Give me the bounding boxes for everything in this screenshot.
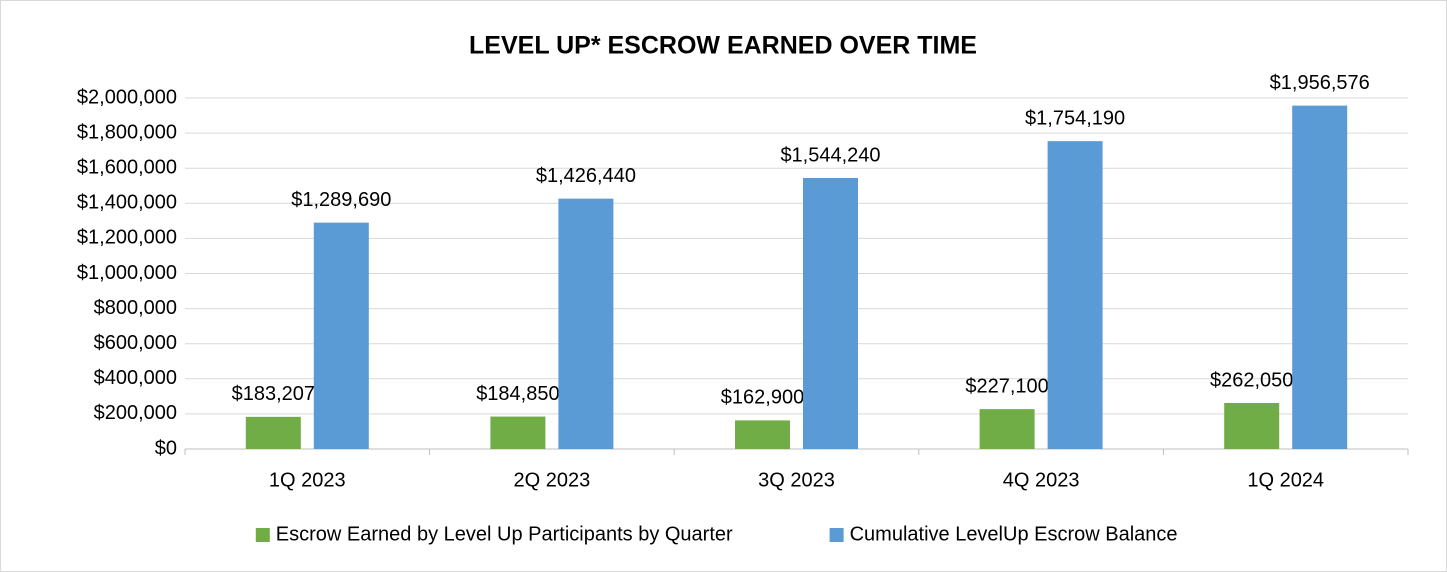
data-label: $227,100 <box>965 375 1048 397</box>
bar <box>245 416 301 449</box>
data-label: $1,544,240 <box>780 144 880 166</box>
y-tick-label: $1,400,000 <box>77 192 177 214</box>
y-tick-label: $800,000 <box>94 297 177 319</box>
y-tick-label: $400,000 <box>94 367 177 389</box>
data-label: $183,207 <box>232 383 315 405</box>
x-tick-label: 4Q 2023 <box>1003 469 1080 491</box>
legend-swatch <box>829 528 844 542</box>
bar <box>490 416 546 449</box>
data-label: $1,426,440 <box>536 165 636 187</box>
data-label: $1,956,576 <box>1270 72 1370 94</box>
x-tick-label: 1Q 2023 <box>269 469 346 491</box>
y-tick-label: $200,000 <box>94 402 177 424</box>
y-tick-label: $1,200,000 <box>77 227 177 249</box>
y-tick-label: $600,000 <box>94 332 177 354</box>
bar <box>803 177 858 449</box>
y-tick-label: $1,000,000 <box>77 262 177 284</box>
y-tick-label: $1,600,000 <box>77 156 177 178</box>
data-label: $1,289,690 <box>291 189 391 211</box>
x-tick-label: 3Q 2023 <box>758 469 835 491</box>
bar <box>313 222 369 449</box>
legend-label: Cumulative LevelUp Escrow Balance <box>850 523 1178 545</box>
bar <box>1224 403 1280 449</box>
bar <box>735 420 790 449</box>
data-label: $162,900 <box>721 387 804 409</box>
y-tick-label: $1,800,000 <box>77 121 177 143</box>
bar <box>1292 105 1348 449</box>
chart-title: LEVEL UP* ESCROW EARNED OVER TIME <box>469 32 977 60</box>
bar <box>979 409 1035 449</box>
data-label: $184,850 <box>476 383 559 405</box>
y-tick-label: $2,000,000 <box>77 86 177 108</box>
x-tick-label: 2Q 2023 <box>514 469 591 491</box>
bar <box>558 198 614 449</box>
y-tick-label: $0 <box>155 437 177 459</box>
data-label: $1,754,190 <box>1025 107 1125 129</box>
x-tick-label: 1Q 2024 <box>1247 469 1324 491</box>
bar <box>1047 141 1103 449</box>
legend-swatch <box>255 528 270 542</box>
data-label: $262,050 <box>1210 369 1293 391</box>
legend-label: Escrow Earned by Level Up Participants b… <box>276 523 733 545</box>
